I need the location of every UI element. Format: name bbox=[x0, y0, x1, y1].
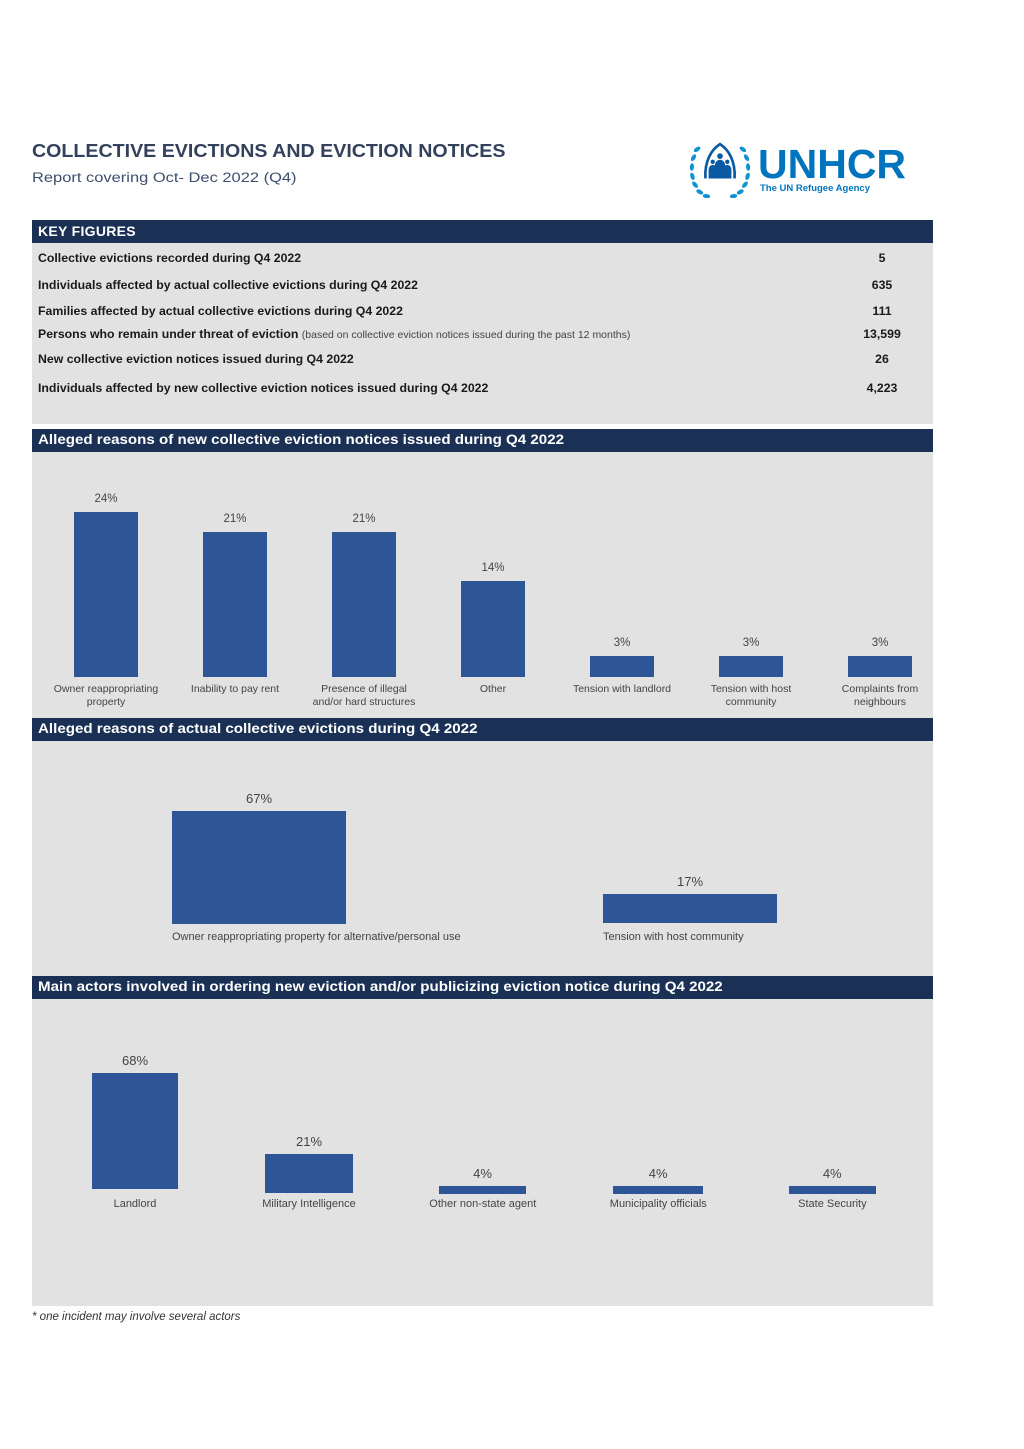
svg-text:The UN Refugee Agency: The UN Refugee Agency bbox=[760, 183, 871, 194]
svg-text:UNHCR: UNHCR bbox=[758, 141, 906, 187]
